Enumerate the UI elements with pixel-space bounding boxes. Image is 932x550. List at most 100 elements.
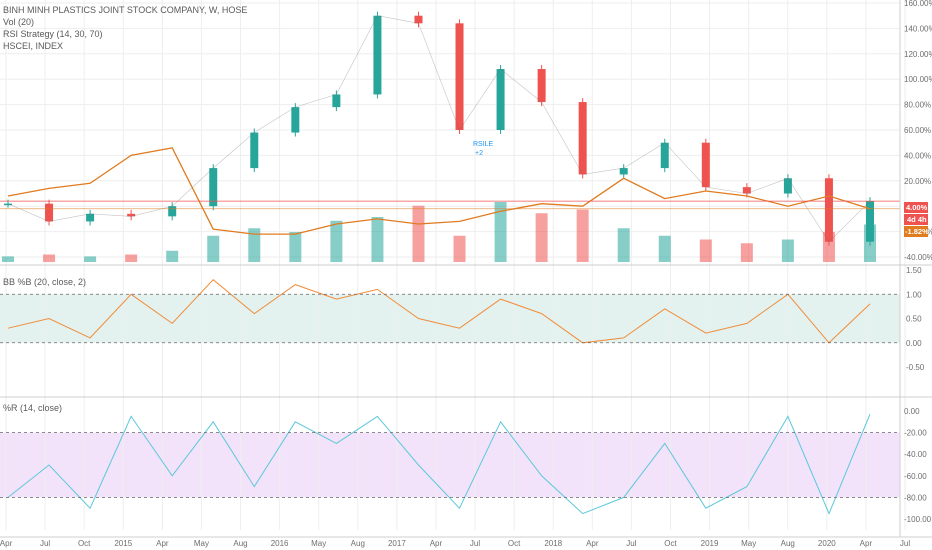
wr-axis-tick: -60.00 [904, 472, 927, 481]
hscei-compare-line [7, 147, 871, 235]
time-axis-tick: May [194, 539, 209, 548]
candle-body [414, 15, 423, 24]
candle-body [742, 187, 751, 194]
bb-band-fill [0, 294, 900, 343]
bb-axis-tick: 1.00 [906, 290, 922, 299]
price-close-line [7, 15, 871, 243]
price-axis-tick: 160.00% [904, 0, 932, 8]
candle-body [86, 213, 95, 222]
time-axis-tick: Oct [508, 539, 521, 548]
main-price-tag: 4.00% [904, 202, 928, 213]
time-axis-tick: Jul [900, 539, 910, 548]
wr-axis-tick: 0.00 [904, 407, 920, 416]
main-legend-title: BINH MINH PLASTICS JOINT STOCK COMPANY, … [3, 5, 247, 15]
bb-percent-b-line [7, 279, 871, 344]
time-axis-tick: Apr [156, 539, 169, 548]
volume-bar [699, 239, 712, 262]
rsile-signal-label: RSILE [473, 141, 494, 148]
volume-bar [330, 220, 343, 262]
price-axis-tick: 120.00% [904, 50, 932, 59]
time-axis-tick: Oct [78, 539, 91, 548]
price-axis-tick: -40.00% [904, 253, 932, 262]
candle-body [291, 107, 300, 133]
wr-band-fill [0, 432, 900, 498]
time-axis-tick: 2015 [114, 539, 132, 548]
bb-axis-tick: 0.00 [906, 339, 922, 348]
volume-bar [535, 213, 548, 262]
volume-bar [453, 235, 466, 262]
candle-body [866, 201, 874, 242]
volume-bar [740, 243, 753, 262]
candle-body [496, 69, 505, 130]
svg-text:-1.82%: -1.82% [905, 227, 929, 236]
volume-bar [781, 239, 794, 262]
vol-legend: Vol (20) [3, 17, 34, 27]
bb-legend: BB %B (20, close, 2) [3, 277, 86, 287]
time-axis-tick: Apr [860, 539, 873, 548]
volume-bar [84, 256, 97, 262]
wr-axis-tick: -100.00 [904, 515, 932, 524]
volume-bar [43, 254, 56, 262]
wr-legend: %R (14, close) [3, 403, 62, 413]
candle-body [619, 168, 628, 175]
wr-axis-tick: -20.00 [904, 429, 927, 438]
volume-bar [2, 256, 14, 262]
volume-bar [617, 228, 630, 262]
price-axis-tick: 80.00% [904, 101, 931, 110]
candle-body [373, 15, 382, 95]
volume-bar [494, 202, 507, 262]
price-axis-tick: 40.00% [904, 151, 931, 160]
time-axis-tick: 2019 [701, 539, 719, 548]
candle-body [250, 132, 259, 169]
time-axis-tick: Oct [664, 539, 677, 548]
candle-body [45, 203, 54, 222]
rsile-signal-count: +2 [475, 150, 483, 157]
price-axis-tick: 100.00% [904, 75, 932, 84]
candle-body [332, 94, 341, 108]
candle-body [4, 203, 12, 206]
rsi-legend: RSI Strategy (14, 30, 70) [3, 29, 103, 39]
volume-bar [289, 232, 302, 262]
time-axis-tick: Jul [626, 539, 636, 548]
wr-axis-tick: -80.00 [904, 493, 927, 502]
time-axis-tick: Aug [781, 539, 795, 548]
wr-axis-tick: -40.00 [904, 450, 927, 459]
volume-bar [207, 235, 220, 262]
candle-body [578, 102, 587, 175]
volume-bar [125, 254, 138, 262]
svg-text:4d 4h: 4d 4h [907, 215, 927, 224]
compare-legend: HSCEI, INDEX [3, 41, 63, 51]
bb-axis-tick: -0.50 [906, 363, 925, 372]
candle-body [168, 206, 177, 217]
price-axis-tick: 20.00% [904, 177, 931, 186]
time-axis-tick: Aug [233, 539, 247, 548]
volume-bar [248, 228, 261, 262]
time-axis-tick: Jul [470, 539, 480, 548]
time-axis-tick: Apr [0, 539, 13, 548]
svg-text:4.00%: 4.00% [906, 203, 928, 212]
countdown-tag: 4d 4h [904, 214, 928, 225]
time-axis-tick: May [741, 539, 756, 548]
time-axis-tick: 2017 [388, 539, 406, 548]
volume-bar [412, 205, 425, 262]
time-axis-tick: 2016 [271, 539, 289, 548]
volume-bar [658, 235, 671, 262]
volume-bar [371, 217, 384, 262]
candle-body [127, 213, 136, 217]
time-axis-tick: May [311, 539, 326, 548]
candle-body [455, 23, 464, 130]
time-axis-tick: Apr [430, 539, 443, 548]
time-axis-tick: 2020 [818, 539, 836, 548]
candle-body [537, 69, 546, 103]
time-axis-tick: 2018 [544, 539, 562, 548]
compare-price-tag: -1.82% [904, 226, 929, 237]
time-axis-tick: Aug [351, 539, 365, 548]
price-axis-tick: 60.00% [904, 126, 931, 135]
candle-body [660, 142, 669, 169]
bb-axis-tick: 0.50 [906, 315, 922, 324]
time-axis-tick: Jul [40, 539, 50, 548]
price-axis-tick: 140.00% [904, 24, 932, 33]
volume-bar [166, 250, 179, 262]
